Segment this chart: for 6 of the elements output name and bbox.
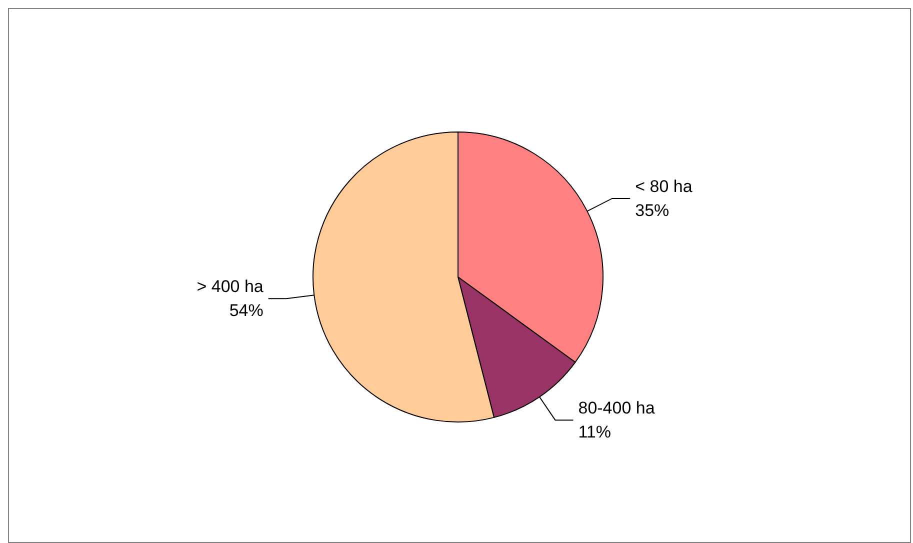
slice-label: 80-400 ha [578,398,656,418]
slice-label: > 400 ha [196,277,264,296]
data-label: 11% [578,422,612,442]
slice-label: < 80 ha [635,176,693,196]
data-label: 54% [229,301,264,320]
data-label: 35% [635,200,670,220]
